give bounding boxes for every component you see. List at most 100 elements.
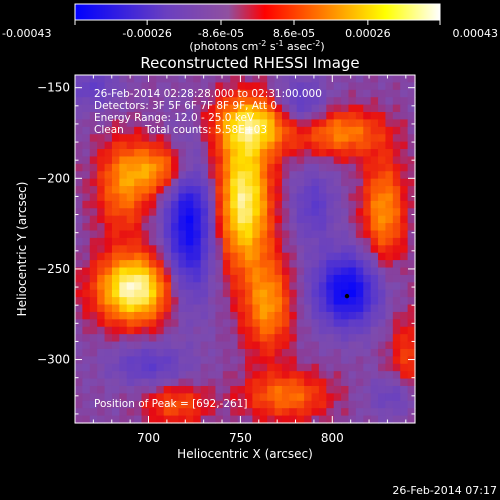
heatmap-cell xyxy=(215,186,224,195)
heatmap-cell xyxy=(222,186,231,195)
heatmap-cell xyxy=(267,104,276,113)
heatmap-cell xyxy=(370,311,379,320)
heatmap-cell xyxy=(385,282,394,291)
heatmap-cell xyxy=(267,326,276,335)
heatmap-cell xyxy=(304,163,313,172)
heatmap-cell xyxy=(281,223,290,232)
heatmap-cell xyxy=(348,149,357,158)
heatmap-cell xyxy=(208,408,217,417)
heatmap-cell xyxy=(252,149,261,158)
heatmap-cell xyxy=(75,97,83,106)
heatmap-cell xyxy=(97,75,106,84)
heatmap-cell xyxy=(215,385,224,394)
heatmap-cell xyxy=(156,326,165,335)
heatmap-cell xyxy=(304,319,313,328)
heatmap-cell xyxy=(392,415,401,424)
heatmap-cell xyxy=(363,400,372,409)
heatmap-cell xyxy=(281,104,290,113)
heatmap-cell xyxy=(119,134,128,143)
heatmap-cell xyxy=(148,119,157,128)
heatmap-cell xyxy=(82,297,91,306)
heatmap-cell xyxy=(304,311,313,320)
heatmap-cell xyxy=(75,274,83,283)
heatmap-cell xyxy=(304,400,313,409)
heatmap-cell xyxy=(82,267,91,276)
heatmap-cell xyxy=(111,208,120,217)
heatmap-cell xyxy=(163,363,172,372)
heatmap-cell xyxy=(378,348,387,357)
heatmap-cell xyxy=(193,408,202,417)
heatmap-cell xyxy=(392,186,401,195)
heatmap-cell xyxy=(341,119,350,128)
heatmap-cell xyxy=(97,252,106,261)
heatmap-cell xyxy=(341,319,350,328)
heatmap-cell xyxy=(75,171,83,180)
heatmap-cell xyxy=(341,363,350,372)
heatmap-cell xyxy=(370,208,379,217)
heatmap-cell xyxy=(259,400,268,409)
heatmap-cell xyxy=(281,156,290,165)
heatmap-cell xyxy=(126,112,135,121)
heatmap-cell xyxy=(355,97,364,106)
heatmap-cell xyxy=(237,311,246,320)
heatmap-cell xyxy=(341,408,350,417)
heatmap-cell xyxy=(178,97,187,106)
heatmap-cell xyxy=(119,200,128,209)
heatmap-cell xyxy=(178,341,187,350)
heatmap-cell xyxy=(141,82,150,91)
heatmap-cell xyxy=(259,75,268,84)
heatmap-cell xyxy=(267,149,276,158)
heatmap-cell xyxy=(245,230,253,239)
heatmap-cell xyxy=(222,245,231,254)
heatmap-cell xyxy=(281,149,290,158)
heatmap-cell xyxy=(355,75,364,84)
heatmap-cell xyxy=(296,200,305,209)
heatmap-cell xyxy=(215,163,224,172)
heatmap-cell xyxy=(89,186,98,195)
heatmap-cell xyxy=(333,97,342,106)
heatmap-cell xyxy=(178,252,187,261)
heatmap-cell xyxy=(289,363,298,372)
heatmap-cell xyxy=(171,97,180,106)
heatmap-cell xyxy=(274,200,283,209)
heatmap-cell xyxy=(156,378,165,387)
heatmap-cell xyxy=(259,141,268,150)
heatmap-cell xyxy=(400,171,409,180)
heatmap-cell xyxy=(185,171,194,180)
heatmap-cell xyxy=(230,156,239,165)
heatmap-cell xyxy=(296,408,305,417)
heatmap-cell xyxy=(200,134,209,143)
heatmap-cell xyxy=(119,230,128,239)
heatmap-cell xyxy=(304,134,313,143)
heatmap-cell xyxy=(385,378,394,387)
heatmap-cell xyxy=(163,400,172,409)
heatmap-cell xyxy=(400,208,409,217)
heatmap-cell xyxy=(111,267,120,276)
heatmap-cell xyxy=(134,193,143,202)
heatmap-cell xyxy=(267,237,276,246)
heatmap-cell xyxy=(230,97,239,106)
heatmap-cell xyxy=(178,289,187,298)
heatmap-cell xyxy=(208,289,217,298)
heatmap-cell xyxy=(193,215,202,224)
heatmap-cell xyxy=(237,223,246,232)
heatmap-cell xyxy=(230,163,239,172)
heatmap-cell xyxy=(141,171,150,180)
heatmap-cell xyxy=(370,97,379,106)
heatmap-cell xyxy=(370,178,379,187)
heatmap-cell xyxy=(245,97,253,106)
heatmap-cell xyxy=(348,245,357,254)
heatmap-cell xyxy=(252,297,261,306)
heatmap-cell xyxy=(326,408,335,417)
heatmap-cell xyxy=(119,289,128,298)
heatmap-cell xyxy=(267,141,276,150)
heatmap-cell xyxy=(104,97,113,106)
heatmap-cell xyxy=(304,378,313,387)
heatmap-cell xyxy=(163,200,172,209)
heatmap-cell xyxy=(230,393,239,402)
heatmap-cell xyxy=(267,348,276,357)
heatmap-cell xyxy=(134,82,143,91)
heatmap-cell xyxy=(400,223,409,232)
heatmap-cell xyxy=(304,208,313,217)
heatmap-cell xyxy=(237,371,246,380)
